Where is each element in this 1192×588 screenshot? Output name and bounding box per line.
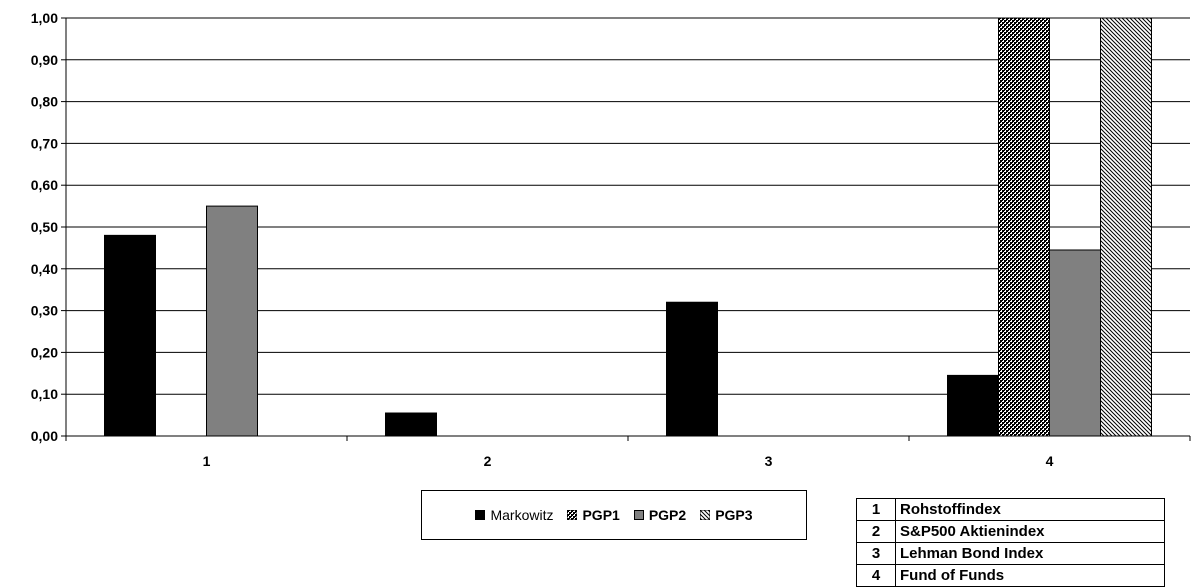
legend-label: PGP3 <box>715 507 753 523</box>
bar-markowitz-1 <box>104 234 156 437</box>
bar-chart: 0,00 0,10 0,20 0,30 0,40 0,50 0,60 0,70 0,80 0,90… <box>31 10 1191 469</box>
legend-label: PGP1 <box>582 507 620 523</box>
legend-label: Markowitz <box>490 507 554 523</box>
x-tick-label: 4 <box>1046 453 1054 469</box>
x-tick-label: 1 <box>203 453 211 469</box>
table-row: 4 Fund of Funds <box>856 564 1165 587</box>
bars <box>104 17 1152 437</box>
legend-swatch-pgp1 <box>567 510 578 520</box>
table-row: 3 Lehman Bond Index <box>856 542 1165 565</box>
y-tick-label: 0,80 <box>31 94 58 110</box>
table-row: 2 S&P500 Aktienindex <box>856 520 1165 543</box>
legend: Markowitz PGP1 PGP2 PGP3 <box>421 490 807 540</box>
y-tick-label: 0,60 <box>31 177 58 193</box>
legend-swatch-pgp3 <box>700 510 711 520</box>
legend-item-markowitz: Markowitz <box>475 507 553 523</box>
legend-swatch-pgp2 <box>633 510 644 520</box>
y-tick-label: 0,70 <box>31 135 58 151</box>
x-tick-label: 3 <box>765 453 773 469</box>
bar-pgp1-4 <box>998 17 1050 437</box>
y-tick-label: 0,50 <box>31 219 58 235</box>
key-name: S&P500 Aktienindex <box>895 520 1165 543</box>
legend-label: PGP2 <box>648 507 687 523</box>
bar-markowitz-2 <box>385 412 437 437</box>
key-name: Fund of Funds <box>895 564 1165 587</box>
key-name: Rohstoffindex <box>895 498 1165 521</box>
key-number: 3 <box>856 542 896 565</box>
table-row: 1 Rohstoffindex <box>856 498 1165 521</box>
key-name: Lehman Bond Index <box>895 542 1165 565</box>
bar-markowitz-3 <box>666 301 718 437</box>
bar-pgp2-1 <box>206 205 258 437</box>
legend-swatch-markowitz <box>475 510 486 520</box>
key-number: 1 <box>856 498 896 521</box>
legend-item-pgp2: PGP2 <box>633 507 687 523</box>
y-tick-label: 0,40 <box>31 261 58 277</box>
x-axis-ticks: 1 2 3 4 <box>65 436 1191 469</box>
y-tick-label: 0,30 <box>31 303 58 319</box>
legend-item-pgp1: PGP1 <box>567 507 620 523</box>
category-key-table: 1 Rohstoffindex 2 S&P500 Aktienindex 3 L… <box>856 498 1165 587</box>
bar-pgp3-4 <box>1100 17 1152 437</box>
bar-pgp2-4 <box>1049 249 1101 437</box>
y-tick-label: 0,00 <box>31 428 58 444</box>
y-tick-label: 0,90 <box>31 52 58 68</box>
bar-markowitz-4 <box>947 374 999 437</box>
key-number: 4 <box>856 564 896 587</box>
y-axis-ticks: 0,00 0,10 0,20 0,30 0,40 0,50 0,60 0,70 0,80 0,90… <box>31 10 66 444</box>
x-tick-label: 2 <box>484 453 492 469</box>
legend-item-pgp3: PGP3 <box>700 507 753 523</box>
y-tick-label: 0,20 <box>31 344 58 360</box>
key-number: 2 <box>856 520 896 543</box>
y-tick-label: 1,00 <box>31 10 58 26</box>
y-tick-label: 0,10 <box>31 386 58 402</box>
